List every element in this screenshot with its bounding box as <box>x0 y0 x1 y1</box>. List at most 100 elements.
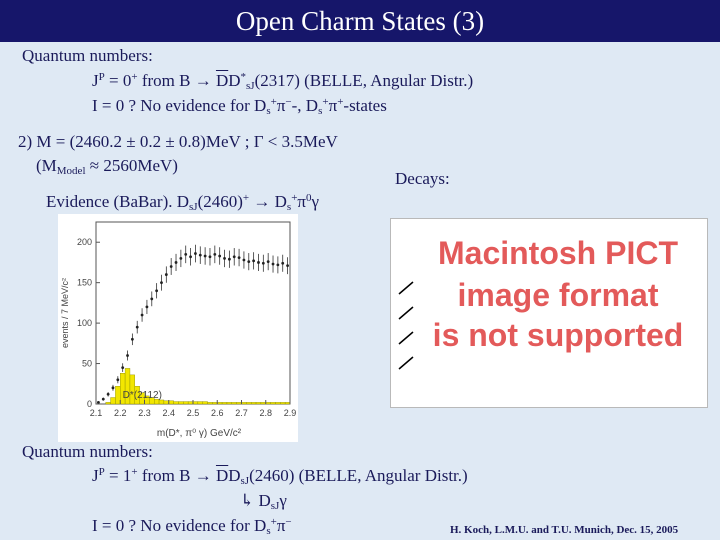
signal-bar <box>217 402 223 405</box>
model-tail: ≈ 2560MeV) <box>85 156 178 175</box>
y-tick-label: 150 <box>77 278 92 288</box>
d-bar: D <box>215 466 229 485</box>
decay-sub: sJ <box>270 500 280 512</box>
data-point <box>227 257 231 261</box>
sj-sub: sJ <box>240 475 250 487</box>
data-point <box>189 255 192 259</box>
x-tick-label: 2.2 <box>114 408 127 418</box>
jp-tail: (2460) (BELLE, Angular Distr.) <box>249 466 468 485</box>
isospin-line: I = 0 ? No evidence for Ds+π−-, Ds+π+-st… <box>92 96 387 117</box>
iso-mid: -, D <box>291 96 319 115</box>
data-point <box>223 257 226 260</box>
x-tick-label: 2.6 <box>211 408 224 418</box>
iso-pi: π <box>276 96 286 115</box>
signal-bar <box>173 401 179 405</box>
data-point <box>242 258 246 262</box>
jp-eq: = 0 <box>104 71 132 90</box>
x-tick-label: 2.4 <box>162 408 175 418</box>
evidence-s: s <box>286 201 292 213</box>
signal-bar <box>110 397 116 405</box>
decay-d: D <box>254 491 271 510</box>
data-point <box>218 254 222 258</box>
x-tick-label: 2.7 <box>235 408 248 418</box>
signal-bar <box>207 402 213 405</box>
evidence-arrow: → D <box>249 192 287 211</box>
signal-bar <box>236 402 242 405</box>
signal-bar <box>260 402 266 405</box>
data-point <box>276 263 280 267</box>
model-mass-line: (MModel ≈ 2560MeV) <box>36 156 178 177</box>
signal-bar <box>226 402 232 405</box>
data-point <box>286 264 289 268</box>
signal-bar <box>221 402 228 405</box>
evidence-sub: sJ <box>189 201 198 213</box>
jp-p: P <box>98 466 105 478</box>
minus-sup: − <box>285 516 292 528</box>
iso-pi: π <box>328 96 338 115</box>
evidence-gamma: γ <box>311 192 320 211</box>
histogram-figure: 2.1 2.2 2.3 2.4 2.5 2.6 2.7 2.8 2.9 0 50 100 150 200 e… <box>58 214 298 442</box>
isospin-line-2: I = 0 ? No evidence for Ds+π− <box>92 516 292 537</box>
data-point <box>164 273 168 276</box>
signal-bar <box>270 402 276 405</box>
signal-bar <box>231 402 237 405</box>
plus-sup: + <box>270 516 277 528</box>
signal-bar <box>168 400 174 405</box>
iso-pi: π <box>276 516 286 535</box>
jp-j: J <box>92 466 99 485</box>
signal-bar <box>246 402 252 405</box>
decays-label: Decays: <box>395 169 450 188</box>
y-axis-label: events / 7 MeV/c² <box>60 278 70 348</box>
jp-plus: + <box>131 71 138 83</box>
d-bar: D <box>215 71 229 90</box>
arrow-symbol: → <box>194 71 212 90</box>
signal-bar <box>241 402 247 405</box>
sj-sub: sJ <box>246 80 255 92</box>
pict-line-2: image format <box>457 277 659 313</box>
x-tick-label: 2.3 <box>138 408 151 418</box>
jp-line: JP = 0+ from B → DD*sJ(2317) (BELLE, Ang… <box>92 71 473 92</box>
data-point <box>160 281 163 285</box>
data-point <box>266 260 270 264</box>
data-point <box>169 265 173 268</box>
y-tick-label: 0 <box>87 399 92 409</box>
evidence-zero: 0 <box>306 192 312 204</box>
data-point <box>252 259 256 263</box>
data-point <box>194 252 197 255</box>
data-point <box>111 386 115 390</box>
s-sub: s <box>266 105 271 117</box>
y-tick-label: 50 <box>82 359 92 369</box>
signal-bar <box>183 401 189 405</box>
signal-bar <box>212 402 218 405</box>
d-symbol: D <box>228 466 241 485</box>
diagonal-line <box>398 356 414 370</box>
pict-line-1: Macintosh PICT <box>437 235 678 271</box>
data-point <box>135 325 139 329</box>
evidence-mid: (2460) <box>197 192 243 211</box>
data-point <box>145 305 149 309</box>
data-point <box>174 261 178 264</box>
data-point <box>97 400 100 404</box>
decay-arrow-lines <box>398 281 414 370</box>
data-point <box>121 366 125 369</box>
minus-sup: − <box>285 96 292 108</box>
signal-bar <box>197 401 203 405</box>
arrow-symbol: → <box>194 466 212 485</box>
iso-tail: -states <box>343 96 387 115</box>
pict-placeholder: Macintosh PICT image format is not suppo… <box>390 218 708 408</box>
data-point <box>237 256 241 259</box>
y-tick-label: 100 <box>77 318 92 328</box>
data-point <box>150 297 154 301</box>
jp-from: from B <box>137 71 195 90</box>
diagonal-line <box>398 281 414 295</box>
footer-credit: H. Koch, L.M.U. and T.U. Munich, Dec. 15… <box>450 524 679 536</box>
mass-line: 2) M = (2460.2 ± 0.2 ± 0.8)MeV ; Γ < 3.5… <box>18 132 338 151</box>
data-point <box>101 397 105 401</box>
evidence-prefix: Evidence (BaBar). D <box>46 192 190 211</box>
y-tick-label: 200 <box>77 237 92 247</box>
signal-bar <box>202 401 208 405</box>
data-point <box>140 313 144 317</box>
signal-bar <box>255 402 262 405</box>
quantum-numbers-heading: Quantum numbers: <box>22 46 153 65</box>
signal-bar <box>178 401 184 405</box>
